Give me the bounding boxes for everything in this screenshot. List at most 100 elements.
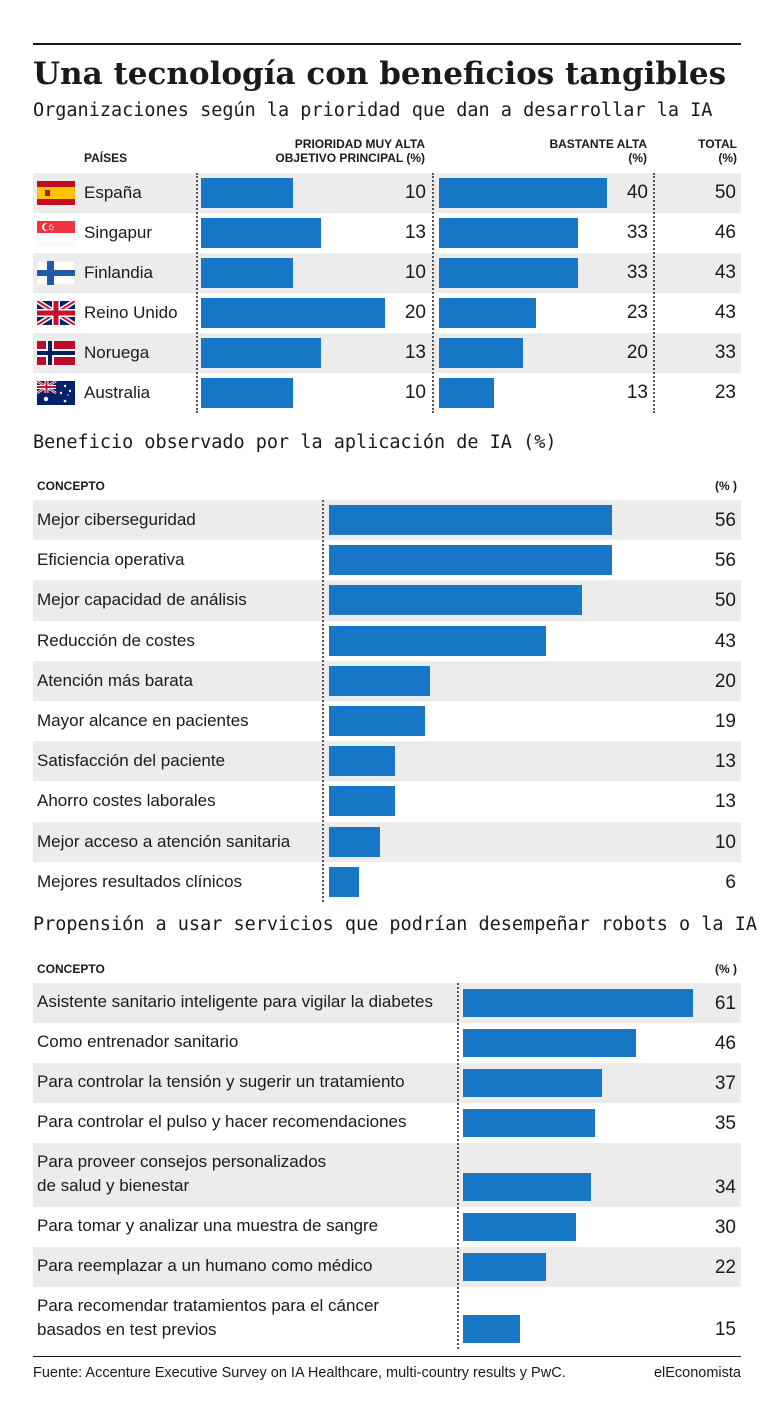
value-label: 61 (714, 993, 736, 1014)
value-label-fairly-high: 33 (626, 222, 648, 243)
value-label-priority-very-high: 13 (404, 222, 426, 243)
value-label: 13 (714, 751, 736, 773)
top-rule (33, 43, 741, 45)
value-label: 20 (714, 670, 736, 692)
value-label: 34 (714, 1177, 736, 1198)
concept-label: Reducción de costes (37, 630, 195, 650)
value-label-priority-very-high: 13 (404, 342, 426, 363)
concept-label-line: Para tomar y analizar una muestra de san… (37, 1216, 379, 1235)
section2-header-value: (% ) (715, 479, 737, 493)
bar-fairly-high (439, 338, 523, 368)
value-label-total: 33 (714, 342, 736, 363)
bottom-rule (33, 1356, 741, 1357)
section3-header-category: CONCEPTO (37, 962, 105, 976)
country-label: Noruega (84, 343, 150, 362)
concept-label-line: basados en test previos (37, 1320, 217, 1339)
concept-label: Mejor acceso a atención sanitaria (37, 831, 291, 851)
propensity-bar (463, 1069, 603, 1097)
concept-label: Ahorro costes laborales (37, 791, 216, 811)
section1-header-total-line1: TOTAL (698, 137, 737, 151)
value-label-total: 23 (714, 382, 736, 403)
propensity-bar (463, 1029, 637, 1057)
bar-fairly-high (439, 258, 578, 288)
benefit-bar (329, 545, 612, 576)
singapore-flag-icon (36, 220, 76, 246)
section3-header-value: (% ) (715, 962, 737, 976)
section1-title: Organizaciones según la prioridad que da… (33, 100, 713, 121)
table-row-shade (33, 821, 741, 862)
concept-label: Mejor ciberseguridad (37, 510, 196, 529)
value-label-priority-very-high: 10 (404, 382, 426, 403)
divider-line (457, 983, 459, 1349)
concept-label-line: Para controlar el pulso y hacer recomend… (37, 1112, 407, 1131)
value-label-total: 43 (714, 302, 736, 323)
table-row-shade (33, 1063, 741, 1103)
country-label: Reino Unido (84, 303, 178, 322)
section1-header-series2-line2: (%) (628, 151, 647, 165)
bar-priority-very-high (201, 338, 321, 368)
section1-header-series1-line1: PRIORIDAD MUY ALTA (294, 137, 425, 151)
value-label-fairly-high: 23 (626, 302, 648, 323)
concept-label-line: Para controlar la tensión y sugerir un t… (37, 1072, 405, 1091)
bar-priority-very-high (201, 258, 293, 288)
value-label-fairly-high: 13 (626, 382, 648, 403)
concept-label: Mejor capacidad de análisis (37, 590, 247, 610)
propensity-bar (463, 1315, 520, 1343)
concept-label: Mejores resultados clínicos (37, 871, 243, 891)
section2-header-category: CONCEPTO (37, 479, 105, 493)
value-label-priority-very-high: 20 (404, 302, 426, 323)
value-label-fairly-high: 33 (626, 262, 648, 283)
value-label: 50 (714, 590, 736, 612)
value-label: 56 (714, 510, 736, 531)
bar-priority-very-high (201, 298, 385, 328)
concept-label-line: de salud y bienestar (37, 1176, 190, 1195)
propensity-bar (463, 989, 693, 1017)
concept-label: Atención más barata (37, 670, 193, 690)
norway-flag-icon (37, 341, 75, 365)
section3-title: Propensión a usar servicios que podrían … (33, 914, 757, 935)
benefit-bar (329, 786, 395, 817)
value-label-fairly-high: 40 (626, 182, 648, 203)
propensity-bar (463, 1109, 595, 1137)
source-note: Fuente: Accenture Executive Survey on IA… (33, 1365, 566, 1381)
benefit-bar (329, 706, 425, 736)
divider-line (653, 173, 655, 413)
divider-line (322, 500, 324, 902)
country-label: Singapur (84, 223, 153, 242)
country-label: Australia (84, 383, 151, 402)
page-title: Una tecnología con beneficios tangibles (33, 56, 727, 92)
section1-header-series2-line1: BASTANTE ALTA (549, 137, 647, 151)
brand-logo: elEconomista (653, 1365, 741, 1381)
bar-priority-very-high (201, 178, 293, 208)
country-label: Finlandia (84, 263, 153, 282)
benefit-bar (329, 505, 612, 535)
value-label-priority-very-high: 10 (404, 182, 426, 203)
concept-label-line: Para recomendar tratamientos para el cán… (37, 1296, 380, 1315)
concept-label-line: Como entrenador sanitario (37, 1032, 239, 1051)
value-label: 30 (714, 1217, 736, 1238)
value-label: 19 (714, 711, 736, 732)
value-label: 56 (714, 550, 736, 572)
propensity-bar (463, 1173, 592, 1201)
divider-line (432, 173, 434, 413)
bar-priority-very-high (201, 218, 321, 248)
country-label: España (84, 183, 142, 202)
value-label: 13 (714, 791, 736, 813)
section2-title: Beneficio observado por la aplicación de… (33, 432, 557, 453)
concept-label: Mayor alcance en pacientes (37, 711, 249, 730)
benefit-bar (329, 585, 582, 616)
finland-flag-icon (36, 260, 76, 286)
benefit-bar (329, 746, 395, 777)
divider-line (196, 173, 198, 413)
value-label: 22 (714, 1257, 736, 1278)
section1-header-category: PAÍSES (84, 151, 128, 165)
bar-fairly-high (439, 218, 578, 248)
bar-fairly-high (439, 378, 494, 408)
concept-label: Eficiencia operativa (37, 550, 185, 570)
value-label: 35 (714, 1113, 736, 1134)
table-row-shade (33, 253, 741, 293)
propensity-bar (463, 1253, 546, 1281)
benefit-bar (329, 826, 380, 857)
propensity-bar (463, 1213, 577, 1241)
section1-header-series1-line2: OBJETIVO PRINCIPAL (%) (275, 151, 425, 165)
